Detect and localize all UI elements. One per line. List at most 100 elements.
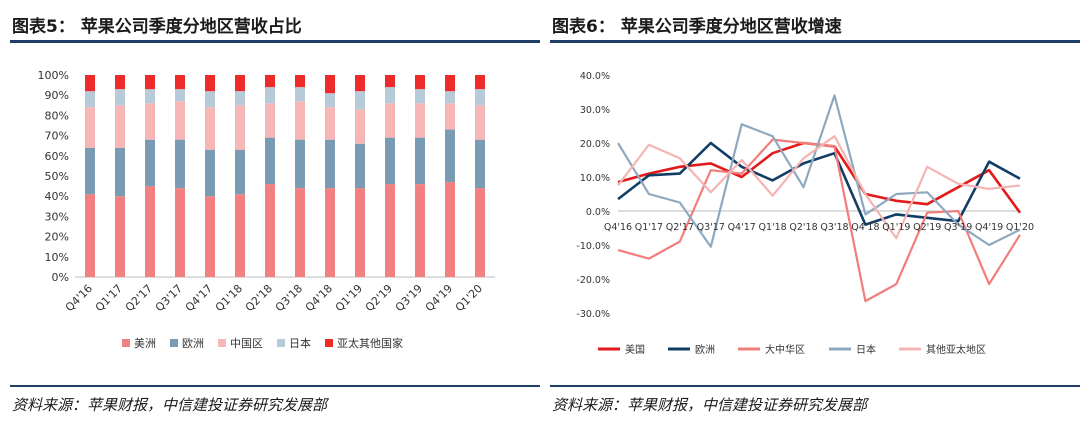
- bar-segment: [295, 87, 305, 102]
- x-tick-label: Q2'17: [123, 282, 155, 314]
- x-tick-label: Q4'18: [303, 282, 335, 314]
- bar-segment: [475, 139, 485, 189]
- bar-segment: [295, 188, 305, 277]
- bar-segment: [175, 89, 185, 102]
- legend-swatch: [218, 339, 226, 347]
- bar-segment: [295, 75, 305, 88]
- bar-segment: [205, 107, 215, 150]
- bar-segment: [475, 75, 485, 90]
- legend-label: 亚太其他国家: [337, 336, 403, 350]
- bar-segment: [385, 184, 395, 277]
- series-line: [617, 135, 1021, 240]
- x-tick-label: Q4'16: [63, 282, 95, 314]
- y-tick-label: -30.0%: [576, 309, 610, 320]
- bar-segment: [235, 194, 245, 277]
- bar-segment: [115, 89, 125, 106]
- bar-segment: [85, 91, 95, 108]
- bar-segment: [265, 103, 275, 138]
- bar-segment: [415, 184, 425, 277]
- y-tick-label: -10.0%: [576, 241, 610, 252]
- bar-segment: [415, 75, 425, 90]
- x-tick-label: Q3'18: [820, 222, 848, 233]
- bar-segment: [115, 75, 125, 90]
- bar-segment: [205, 91, 215, 108]
- figure-5-panel: 图表5： 苹果公司季度分地区营收占比 0% 10% 20% 30% 40% 50% 60% 7…: [10, 0, 540, 425]
- bar-segment: [415, 103, 425, 138]
- bar-segment: [445, 103, 455, 130]
- y-tick-label: 30%: [45, 210, 69, 223]
- stacked-bar-chart: 0%10%20%30%40%50%60%70%80%90%100%Q4'16Q1…: [38, 69, 495, 350]
- x-tick-label: Q3'17: [697, 222, 725, 233]
- legend-label: 美国: [625, 343, 645, 356]
- y-tick-label: 40%: [45, 190, 69, 203]
- bar-segment: [475, 89, 485, 106]
- figure-5-source: 资料来源：苹果财报，中信建投证券研究发展部: [12, 396, 328, 414]
- x-tick-label: Q2'18: [243, 282, 275, 314]
- bar-segment: [235, 105, 245, 150]
- bar-segment: [235, 149, 245, 195]
- bar-segment: [115, 147, 125, 197]
- legend-label: 大中华区: [765, 343, 805, 356]
- bar-segment: [355, 143, 365, 189]
- bar-segment: [385, 75, 395, 88]
- y-tick-label: 40.0%: [580, 71, 610, 82]
- y-tick-label: 70%: [45, 130, 69, 143]
- x-tick-label: Q3'18: [273, 282, 305, 314]
- bar-segment: [205, 149, 215, 197]
- y-tick-label: 0.0%: [586, 207, 610, 218]
- bar-segment: [325, 188, 335, 277]
- y-tick-label: 30.0%: [580, 105, 610, 116]
- y-tick-label: -20.0%: [576, 275, 610, 286]
- x-tick-label: Q4'17: [183, 282, 215, 314]
- bar-segment: [295, 101, 305, 140]
- bar-segment: [115, 105, 125, 148]
- bar-segment: [355, 91, 365, 110]
- y-tick-label: 10.0%: [580, 173, 610, 184]
- y-tick-label: 80%: [45, 109, 69, 122]
- legend-swatch: [277, 339, 285, 347]
- bar-segment: [445, 75, 455, 92]
- x-tick-label: Q1'20: [453, 282, 485, 314]
- x-tick-label: Q1'18: [213, 282, 245, 314]
- figure-6-source: 资料来源：苹果财报，中信建投证券研究发展部: [552, 396, 868, 414]
- legend-swatch: [325, 339, 333, 347]
- x-tick-label: Q2'19: [363, 282, 395, 314]
- bar-segment: [175, 139, 185, 189]
- bar-segment: [445, 129, 455, 183]
- figure-6-panel: 图表6： 苹果公司季度分地区营收增速 -30.0% -20.0% -10.0% 0.0…: [550, 0, 1080, 425]
- x-tick-label: Q4'17: [728, 222, 756, 233]
- x-tick-label: Q1'20: [1006, 222, 1034, 233]
- bar-segment: [295, 139, 305, 189]
- bar-segment: [85, 107, 95, 148]
- y-tick-label: 20.0%: [580, 139, 610, 150]
- y-tick-label: 10%: [45, 251, 69, 264]
- bar-segment: [265, 184, 275, 277]
- bar-segment: [115, 196, 125, 277]
- x-tick-label: Q4'16: [604, 222, 632, 233]
- bar-segment: [205, 196, 215, 277]
- bar-segment: [85, 147, 95, 195]
- bar-segment: [235, 91, 245, 106]
- legend-label: 日本: [289, 336, 311, 350]
- bar-segment: [385, 103, 395, 138]
- x-tick-label: Q1'19: [882, 222, 910, 233]
- bar-segment: [145, 186, 155, 277]
- bar-segment: [85, 194, 95, 277]
- bar-segment: [265, 87, 275, 104]
- bar-segment: [325, 75, 335, 94]
- bar-segment: [205, 75, 215, 92]
- bar-segment: [235, 75, 245, 92]
- legend-label: 欧洲: [182, 337, 204, 350]
- bar-segment: [445, 91, 455, 104]
- bar-segment: [385, 87, 395, 104]
- y-tick-label: 50%: [45, 170, 69, 183]
- x-tick-label: Q3'17: [153, 282, 185, 314]
- bar-segment: [475, 105, 485, 140]
- bar-segment: [385, 137, 395, 185]
- bar-segment: [265, 75, 275, 88]
- bar-segment: [415, 137, 425, 185]
- y-tick-label: 0%: [52, 271, 69, 284]
- y-tick-label: 60%: [45, 150, 69, 163]
- figure-6-title: 图表6： 苹果公司季度分地区营收增速: [552, 17, 842, 37]
- bar-segment: [145, 89, 155, 104]
